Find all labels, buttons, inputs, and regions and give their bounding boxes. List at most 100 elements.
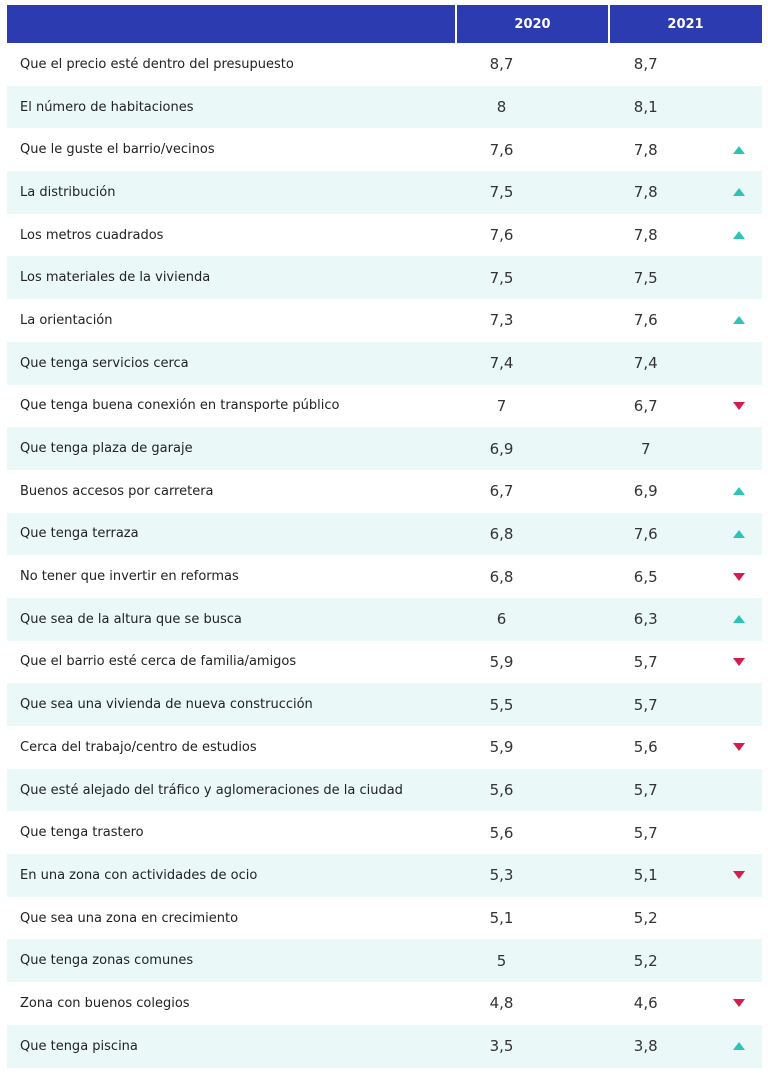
table-row: El número de habitaciones 8 8,1	[7, 85, 762, 129]
table-row: Que tenga buena conexión en transporte p…	[7, 384, 762, 428]
trend-cell	[717, 572, 762, 581]
table-row: Cerca del trabajo/centro de estudios 5,9 5…	[7, 726, 762, 769]
value-2021: 7,6	[633, 311, 658, 330]
table-row: Los materiales de la vivienda 7,5 7,5	[7, 256, 762, 300]
triangle-up-icon	[733, 145, 746, 154]
table-row: Zona con buenos colegios 4,8 4,6	[7, 982, 762, 1025]
table-row: Que esté alejado del tráfico y aglomerac…	[7, 768, 762, 812]
header-label-cell	[7, 5, 457, 43]
value-2020: 5,9	[489, 652, 514, 671]
value-2020: 5,1	[489, 909, 514, 928]
value-2021: 7	[640, 439, 651, 458]
trend-cell	[717, 743, 762, 752]
triangle-down-icon	[733, 743, 746, 752]
trend-cell	[717, 231, 762, 240]
value-2021: 5,2	[633, 951, 658, 970]
row-label: Cerca del trabajo/centro de estudios	[20, 739, 257, 755]
triangle-up-icon	[733, 1042, 746, 1051]
table-row: Que sea una vivienda de nueva construcci…	[7, 683, 762, 726]
row-label: La orientación	[20, 312, 113, 328]
value-2020: 6,8	[489, 567, 514, 586]
table-row: Que tenga terraza 6,8 7,6	[7, 512, 762, 556]
value-2021: 7,4	[633, 354, 658, 373]
value-2021: 8,1	[633, 98, 658, 117]
table-row: Buenos accesos por carretera 6,7 6,9	[7, 469, 762, 513]
value-2021: 8,7	[633, 55, 658, 74]
table-row: Que el barrio esté cerca de familia/amig…	[7, 640, 762, 684]
value-2020: 5,5	[489, 695, 514, 714]
row-label: Que tenga buena conexión en transporte p…	[20, 398, 340, 414]
comparison-table: 2020 2021 Que el precio esté dentro del …	[7, 5, 762, 1068]
row-label: Que sea una vivienda de nueva construcci…	[20, 697, 313, 713]
trend-cell	[717, 871, 762, 880]
value-2021: 4,6	[633, 994, 658, 1013]
row-label: Que tenga zonas comunes	[20, 953, 194, 969]
value-2021: 6,3	[633, 610, 658, 629]
table-header: 2020 2021	[7, 5, 762, 43]
value-2020: 5,6	[489, 823, 514, 842]
row-label: Que tenga trastero	[20, 825, 144, 841]
value-2021: 7,5	[633, 268, 658, 287]
table-row: Que sea una zona en crecimiento 5,1 5,2	[7, 896, 762, 940]
trend-cell	[717, 401, 762, 410]
trend-cell	[717, 1042, 762, 1051]
value-2021: 5,7	[633, 695, 658, 714]
row-label: Que tenga plaza de garaje	[20, 441, 193, 457]
triangle-up-icon	[733, 529, 746, 538]
trend-cell	[717, 615, 762, 624]
value-2021: 5,7	[633, 652, 658, 671]
table-row: Que tenga plaza de garaje 6,9 7	[7, 427, 762, 470]
row-label: El número de habitaciones	[20, 99, 194, 115]
value-2021: 5,6	[633, 738, 658, 757]
table-row: No tener que invertir en reformas 6,8 6,5	[7, 555, 762, 598]
value-2020: 6,8	[489, 524, 514, 543]
triangle-up-icon	[733, 316, 746, 325]
table-row: En una zona con actividades de ocio 5,3 5,…	[7, 854, 762, 897]
row-label: Los materiales de la vivienda	[20, 270, 211, 286]
row-label: Que el barrio esté cerca de familia/amig…	[20, 654, 297, 670]
row-label: En una zona con actividades de ocio	[20, 867, 258, 883]
row-label: Zona con buenos colegios	[20, 995, 190, 1011]
row-label: Que tenga terraza	[20, 526, 139, 542]
row-label: Que el precio esté dentro del presupuest…	[20, 56, 294, 72]
header-2021: 2021	[667, 16, 704, 32]
table-row: Que le guste el barrio/vecinos 7,6 7,8	[7, 128, 762, 172]
row-label: Que tenga piscina	[20, 1038, 138, 1054]
row-label: La distribución	[20, 184, 116, 200]
value-2020: 5,3	[489, 866, 514, 885]
table-row: Que tenga trastero 5,6 5,7	[7, 811, 762, 855]
header-2020: 2020	[457, 5, 610, 43]
triangle-up-icon	[733, 231, 746, 240]
triangle-down-icon	[733, 657, 746, 666]
row-label: Que esté alejado del tráfico y aglomerac…	[20, 782, 403, 798]
value-2020: 6,7	[489, 482, 514, 501]
triangle-down-icon	[733, 572, 746, 581]
table-row: Que tenga piscina 3,5 3,8	[7, 1024, 762, 1068]
trend-cell	[717, 999, 762, 1008]
table-body: Que el precio esté dentro del presupuest…	[7, 43, 762, 1068]
table-row: Que el precio esté dentro del presupuest…	[7, 43, 762, 86]
value-2020: 3,5	[489, 1037, 514, 1056]
row-label: No tener que invertir en reformas	[20, 569, 239, 585]
row-label: Que sea de la altura que se busca	[20, 611, 242, 627]
value-2021: 5,2	[633, 909, 658, 928]
value-2021: 5,7	[633, 781, 658, 800]
table-row: Que tenga zonas comunes 5 5,2	[7, 939, 762, 983]
value-2020: 6,9	[489, 439, 514, 458]
value-2021: 7,6	[633, 524, 658, 543]
trend-cell	[717, 657, 762, 666]
value-2021: 7,8	[633, 183, 658, 202]
value-2020: 5,6	[489, 781, 514, 800]
row-label: Que le guste el barrio/vecinos	[20, 142, 215, 158]
triangle-up-icon	[733, 188, 746, 197]
value-2020: 8	[496, 98, 507, 117]
table-row: La distribución 7,5 7,8	[7, 171, 762, 214]
row-label: Buenos accesos por carretera	[20, 483, 214, 499]
value-2021: 5,7	[633, 823, 658, 842]
value-2021: 6,5	[633, 567, 658, 586]
table-row: Que sea de la altura que se busca 6 6,3	[7, 597, 762, 641]
trend-cell	[717, 529, 762, 538]
value-2021: 7,8	[633, 140, 658, 159]
value-2020: 5	[496, 951, 507, 970]
value-2020: 4,8	[489, 994, 514, 1013]
